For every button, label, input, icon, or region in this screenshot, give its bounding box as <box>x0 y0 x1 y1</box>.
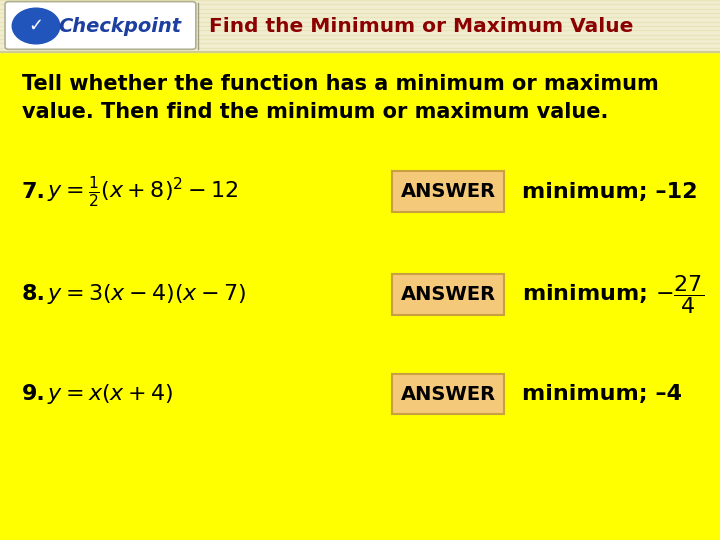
Text: ANSWER: ANSWER <box>400 285 496 304</box>
Text: ANSWER: ANSWER <box>400 384 496 404</box>
FancyBboxPatch shape <box>392 374 504 415</box>
Text: Checkpoint: Checkpoint <box>58 17 182 36</box>
Text: value. Then find the minimum or maximum value.: value. Then find the minimum or maximum … <box>22 102 608 122</box>
FancyBboxPatch shape <box>392 274 504 314</box>
Text: minimum; –4: minimum; –4 <box>522 384 682 404</box>
Text: $y = x(x + 4)$: $y = x(x + 4)$ <box>47 382 173 406</box>
Text: $y = 3(x - 4)(x - 7)$: $y = 3(x - 4)(x - 7)$ <box>47 282 246 306</box>
Text: 8.: 8. <box>22 284 45 305</box>
Circle shape <box>12 8 60 44</box>
Bar <box>0 0 720 52</box>
Text: 9.: 9. <box>22 384 45 404</box>
Text: Tell whether the function has a minimum or maximum: Tell whether the function has a minimum … <box>22 73 658 94</box>
Text: ANSWER: ANSWER <box>400 182 496 201</box>
Text: minimum; $-\dfrac{27}{4}$: minimum; $-\dfrac{27}{4}$ <box>522 273 704 316</box>
Text: ✓: ✓ <box>28 17 44 35</box>
Text: Find the Minimum or Maximum Value: Find the Minimum or Maximum Value <box>209 17 633 36</box>
Text: 7.: 7. <box>22 181 45 202</box>
FancyBboxPatch shape <box>392 172 504 212</box>
FancyBboxPatch shape <box>5 2 196 49</box>
Text: minimum; –12: minimum; –12 <box>522 181 698 202</box>
Text: $y = \frac{1}{2}(x + 8)^2 - 12$: $y = \frac{1}{2}(x + 8)^2 - 12$ <box>47 174 238 209</box>
